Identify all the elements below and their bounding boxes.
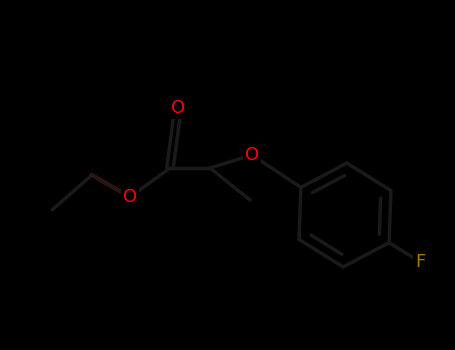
Text: O: O [245, 146, 259, 164]
Text: F: F [415, 253, 425, 271]
Text: O: O [123, 188, 137, 206]
Text: O: O [171, 99, 185, 117]
